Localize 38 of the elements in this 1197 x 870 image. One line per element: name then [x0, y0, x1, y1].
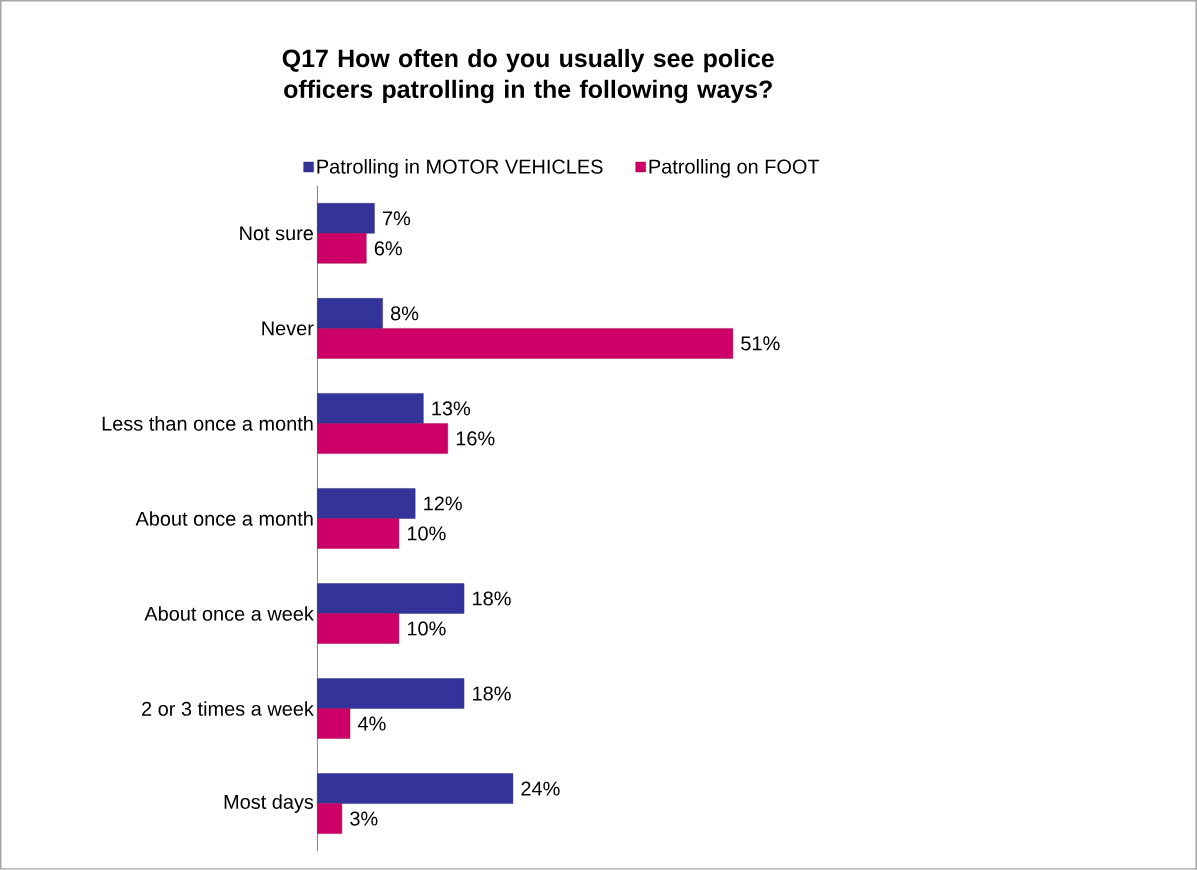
- bar: [317, 393, 424, 424]
- data-label: 10%: [407, 526, 446, 541]
- data-label: 13%: [432, 401, 471, 416]
- data-label: 7%: [382, 211, 411, 226]
- bar: [317, 203, 375, 234]
- data-label: 18%: [473, 591, 511, 606]
- bar: [317, 488, 416, 519]
- data-label: 12%: [424, 496, 462, 511]
- data-label: 16%: [456, 431, 495, 446]
- bar: [317, 423, 448, 454]
- chart-title: Q17 How often do you usually see police officers patrolling in the following ways?: [282, 48, 774, 104]
- bar: [317, 298, 383, 329]
- data-label: 24%: [521, 781, 560, 796]
- bar: [317, 803, 343, 834]
- data-label: 6%: [374, 241, 402, 256]
- y-tick-label: Never: [262, 321, 314, 336]
- bar: [317, 678, 465, 709]
- y-tick-label: Less than once a month: [102, 416, 313, 431]
- legend-label: Patrolling in MOTOR VEHICLES: [317, 159, 603, 178]
- y-tick-label: About once a month: [135, 511, 313, 526]
- bar: [317, 328, 734, 359]
- data-label: 10%: [407, 621, 446, 636]
- legend-label: Patrolling on FOOT: [649, 159, 820, 178]
- bar: [317, 233, 367, 264]
- data-label: 3%: [350, 811, 378, 826]
- data-label: 4%: [357, 716, 386, 731]
- bar: [317, 708, 351, 739]
- bar: [317, 518, 400, 549]
- data-label: 8%: [390, 306, 419, 321]
- y-tick-label: Most days: [224, 794, 314, 813]
- data-label: 18%: [473, 686, 511, 701]
- y-tick-label: Not sure: [240, 226, 313, 241]
- bar: [317, 613, 400, 644]
- data-label: 51%: [741, 336, 780, 351]
- y-tick-label: About once a week: [144, 606, 314, 621]
- bar: [317, 773, 514, 804]
- y-tick-label: 2 or 3 times a week: [142, 701, 314, 716]
- bar: [317, 583, 465, 614]
